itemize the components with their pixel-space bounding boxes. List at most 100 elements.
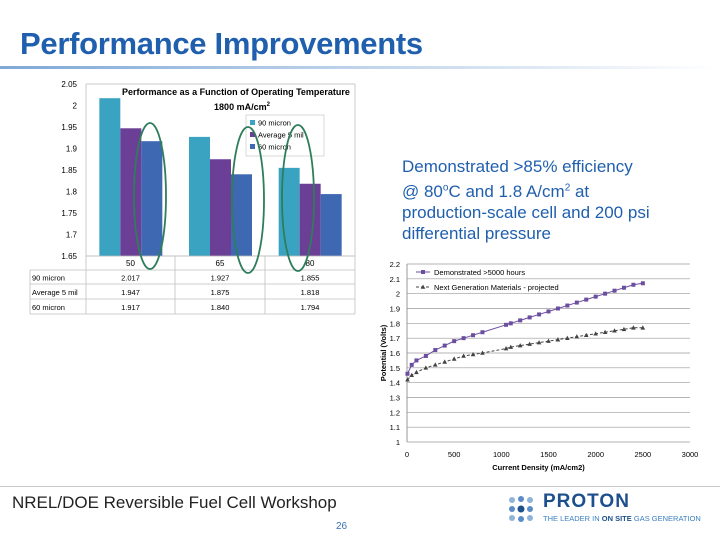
line-point: [621, 285, 626, 290]
line-y-axis-title: Potential (Volts): [379, 324, 388, 381]
bar-legend-swatch: [250, 144, 255, 149]
bar-y-tick-label: 1.85: [61, 166, 77, 175]
line-point: [442, 343, 447, 348]
table-row-label: 60 micron: [32, 303, 65, 312]
line-point: [574, 300, 579, 305]
line-point: [508, 321, 513, 326]
bar-chart-subtitle: 1800 mA/cm2: [214, 102, 271, 112]
line-point: [470, 351, 476, 357]
bar-legend-swatch: [250, 120, 255, 125]
bar: [231, 174, 252, 256]
line-legend: Demonstrated >5000 hours Next Generation …: [416, 268, 559, 292]
line-y-tick-label: 1.2: [390, 408, 400, 417]
bar: [210, 159, 231, 256]
line-y-tick-label: 1.3: [390, 394, 400, 403]
highlight-line-2: @ 80oC and 1.8 A/cm2 at: [402, 181, 590, 201]
line-point: [536, 340, 542, 345]
line-point: [405, 377, 410, 382]
table-cell: 1.840: [211, 303, 230, 312]
line-y-tick-label: 1: [396, 438, 400, 447]
bar: [320, 194, 342, 256]
title-divider: [0, 66, 720, 69]
page-number: 26: [336, 521, 348, 532]
line-point: [480, 330, 485, 335]
line-point: [593, 331, 598, 336]
slide-title: Performance Improvements: [20, 26, 423, 61]
bar: [141, 141, 163, 256]
line-point: [565, 303, 570, 308]
line-x-tick-label: 3000: [682, 450, 699, 459]
line-point: [452, 339, 457, 344]
logo-tagline: THE LEADER IN ON SITE GAS GENERATION: [543, 514, 701, 523]
highlight-line-4: differential pressure: [402, 223, 551, 243]
line-point: [612, 328, 617, 333]
bar-y-tick-label: 1.9: [66, 145, 78, 154]
line-point: [546, 338, 551, 343]
line-point: [423, 353, 428, 358]
bar: [189, 136, 210, 256]
line-point: [414, 358, 419, 363]
bar-legend-label: 60 micron: [258, 143, 291, 152]
line-y-tick-label: 2: [396, 290, 400, 299]
bar: [99, 98, 121, 256]
line-point: [602, 329, 608, 335]
table-cell: 2.017: [121, 274, 140, 283]
bar-x-tick-label: 80: [306, 259, 315, 268]
bar-legend-label: 90 micron: [258, 119, 291, 128]
bar-legend-swatch: [250, 132, 255, 137]
line-point: [480, 350, 485, 355]
line-point: [574, 334, 580, 339]
line-y-tick-label: 1.7: [390, 334, 400, 343]
highlight-ellipse: [231, 126, 265, 274]
line-x-tick-label: 500: [448, 450, 461, 459]
line-point: [640, 281, 645, 286]
line-point: [537, 312, 542, 317]
highlight-ellipse: [133, 122, 167, 270]
bar-y-tick-label: 1.65: [61, 252, 77, 261]
line-point: [451, 356, 457, 361]
line-legend-marker: [421, 270, 425, 274]
line-x-tick-label: 1000: [493, 450, 510, 459]
line-point: [593, 294, 598, 299]
line-point: [517, 343, 523, 348]
bar-legend-label: Average 5 mil: [258, 131, 304, 140]
table-cell: 1.818: [301, 288, 320, 297]
line-y-tick-label: 1.8: [390, 319, 400, 328]
footer-divider: [0, 486, 720, 487]
highlight-line-3: production-scale cell and 200 psi: [402, 202, 650, 222]
line-point: [631, 282, 636, 287]
highlight-line-1: Demonstrated >85% efficiency: [402, 157, 633, 176]
logo-mark-icon: [509, 496, 533, 522]
line-y-tick-label: 1.6: [390, 349, 400, 358]
line-point: [442, 359, 448, 364]
bar-y-tick-label: 1.7: [66, 231, 78, 240]
line-point: [546, 309, 551, 314]
table-cell: 1.855: [301, 274, 320, 283]
bar-y-tick-label: 1.8: [66, 188, 78, 197]
bar-y-tick-label: 1.95: [61, 123, 77, 132]
line-point: [409, 372, 415, 378]
line-point: [503, 346, 509, 351]
line-point: [583, 332, 589, 337]
line-point: [603, 291, 608, 296]
line-point: [621, 326, 627, 332]
line-point: [555, 337, 561, 342]
line-y-tick-label: 1.1: [390, 423, 400, 432]
line-point: [508, 344, 514, 349]
line-legend-marker: [420, 284, 426, 289]
table-cell: 1.947: [121, 288, 140, 297]
highlight-text: Demonstrated >85% efficiency @ 80oC and …: [402, 156, 702, 244]
line-point: [527, 341, 532, 346]
line-point: [504, 322, 509, 327]
table-row-label: 90 micron: [32, 274, 65, 283]
line-point: [405, 371, 410, 376]
line-point: [461, 336, 466, 341]
bar: [299, 183, 321, 256]
line-x-axis-title: Current Density (mA/cm2): [492, 463, 585, 472]
line-x-tick-label: 1500: [540, 450, 557, 459]
table-cell: 1.917: [121, 303, 140, 312]
line-point: [423, 365, 429, 370]
line-point: [433, 362, 438, 367]
line-point: [409, 362, 414, 367]
